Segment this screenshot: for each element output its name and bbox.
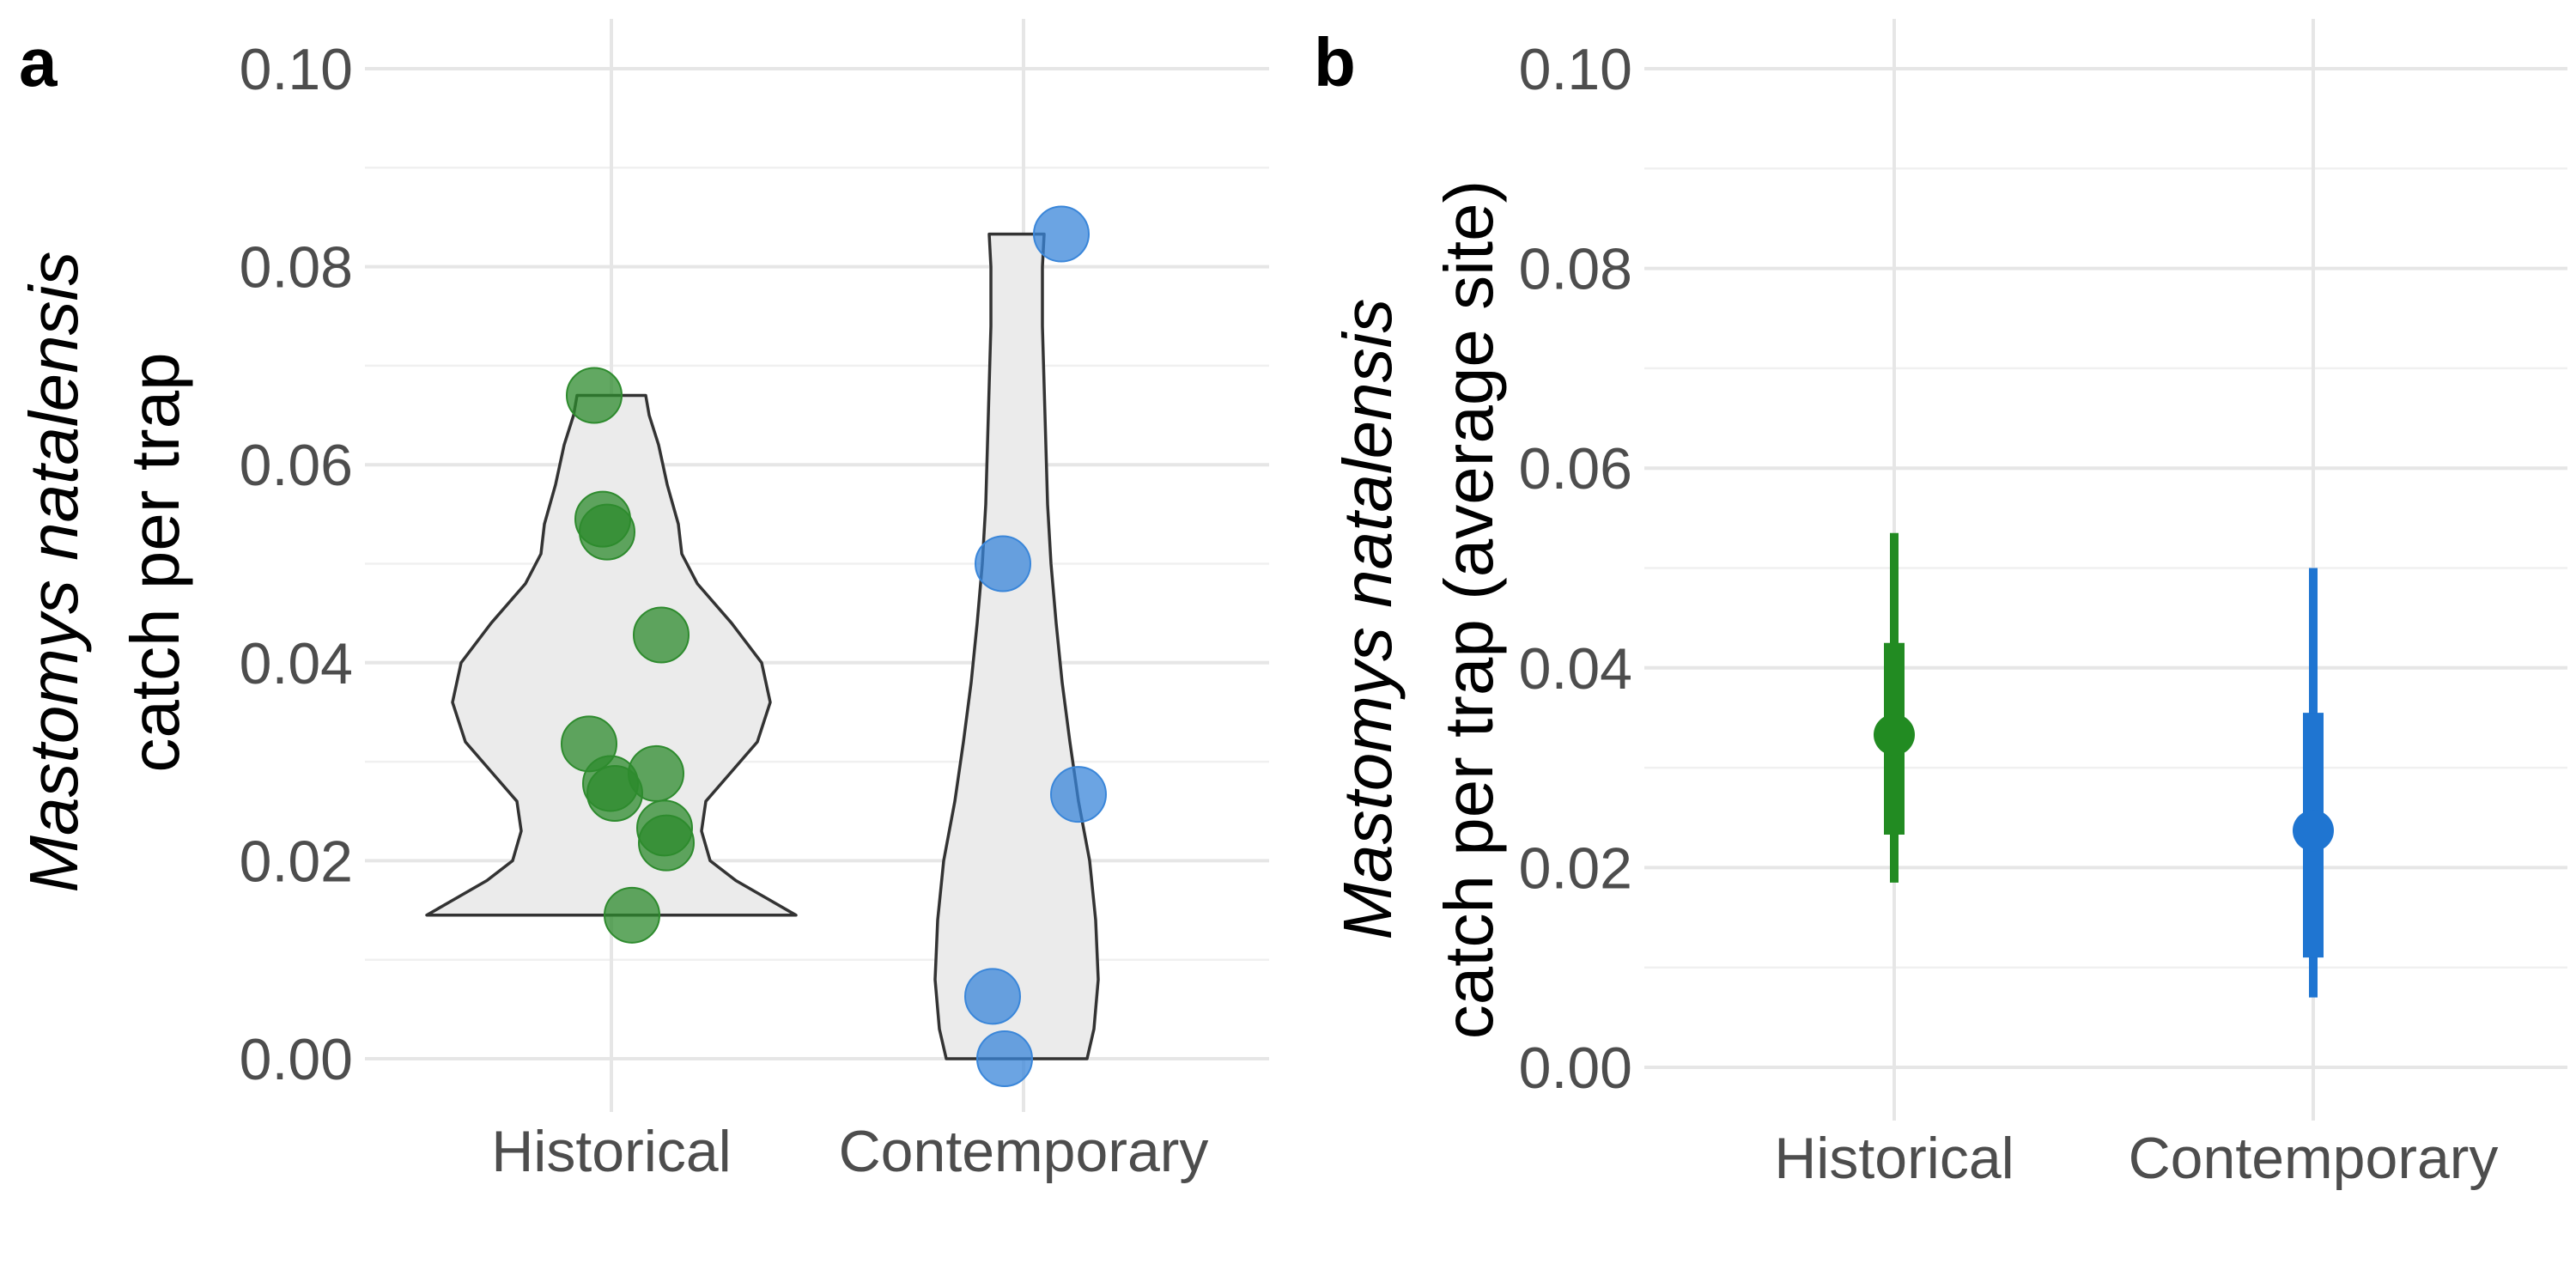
panel-b-label: b	[1314, 24, 1356, 100]
panel-b-y-axis-title: Mastomys natalensis catch per trap (aver…	[1329, 180, 1507, 1039]
panel-a-violins	[425, 232, 1100, 1060]
panel-b-y-axis-title-italic: Mastomys natalensis	[1329, 299, 1406, 940]
panel-b-y-tick-labels: 0.00 0.02 0.04 0.06 0.08 0.10	[1519, 37, 1632, 1101]
panel-a-y-tick-label: 0.00	[240, 1027, 353, 1092]
data-point-historical	[586, 764, 643, 822]
panel-a-x-tick-labels: Historical Contemporary	[491, 1119, 1208, 1184]
panel-a-y-axis-title-italic: Mastomys natalensis	[15, 252, 92, 893]
panel-b-y-tick-label: 0.04	[1519, 636, 1632, 702]
panel-a-y-axis-title: Mastomys natalensis catch per trap	[15, 232, 193, 892]
panel-a-y-tick-label: 0.06	[240, 433, 353, 498]
data-point-historical	[638, 814, 695, 872]
panel-a-grid	[365, 19, 1269, 1112]
panel-a-x-tick-label-historical: Historical	[491, 1119, 732, 1184]
violin-contemporary	[933, 232, 1100, 1060]
data-point-contemporary	[1033, 205, 1090, 263]
panel-b-x-tick-label-historical: Historical	[1774, 1126, 2014, 1191]
panel-b-y-tick-label: 0.00	[1519, 1036, 1632, 1101]
panel-b: b 0.00 0.02 0.04 0.06 0.08 0.10 Historical Con…	[1314, 19, 2567, 1191]
point-estimate-contemporary	[2293, 810, 2334, 852]
panel-b-y-axis-title-main: catch per trap (average site)	[1431, 180, 1507, 1039]
panel-a-y-tick-label: 0.10	[240, 37, 353, 102]
panel-a-points	[561, 205, 1107, 1087]
data-point-contemporary	[975, 535, 1031, 592]
panel-a-y-tick-label: 0.02	[240, 829, 353, 894]
data-point-historical	[604, 886, 660, 944]
panel-a-y-tick-labels: 0.00 0.02 0.04 0.06 0.08 0.10	[240, 37, 353, 1092]
violin-historical	[425, 393, 798, 917]
data-point-historical	[633, 606, 690, 664]
panel-b-y-tick-label: 0.10	[1519, 37, 1632, 102]
panel-b-y-tick-label: 0.06	[1519, 436, 1632, 501]
panel-b-y-tick-label: 0.02	[1519, 835, 1632, 901]
data-point-historical	[566, 367, 623, 424]
panel-b-grid	[1644, 19, 2567, 1121]
panel-a: a 0.00 0.02 0.04 0.06 0.08 0.10 Historical Con…	[15, 19, 1269, 1184]
panel-a-y-tick-label: 0.08	[240, 235, 353, 301]
panel-a-label: a	[19, 24, 58, 100]
data-point-historical	[579, 503, 635, 561]
panel-a-y-tick-label: 0.04	[240, 631, 353, 696]
data-point-contemporary	[1050, 766, 1107, 823]
panel-b-point-ranges	[1874, 532, 2334, 998]
point-estimate-historical	[1874, 714, 1915, 756]
data-point-contemporary	[964, 968, 1021, 1025]
panel-b-y-tick-label: 0.08	[1519, 237, 1632, 302]
data-point-contemporary	[976, 1030, 1033, 1087]
panel-b-x-tick-label-contemporary: Contemporary	[2129, 1126, 2499, 1191]
panel-a-y-axis-title-main: catch per trap	[117, 352, 193, 772]
panel-b-x-tick-labels: Historical Contemporary	[1774, 1126, 2498, 1191]
panel-a-x-tick-label-contemporary: Contemporary	[839, 1119, 1209, 1184]
